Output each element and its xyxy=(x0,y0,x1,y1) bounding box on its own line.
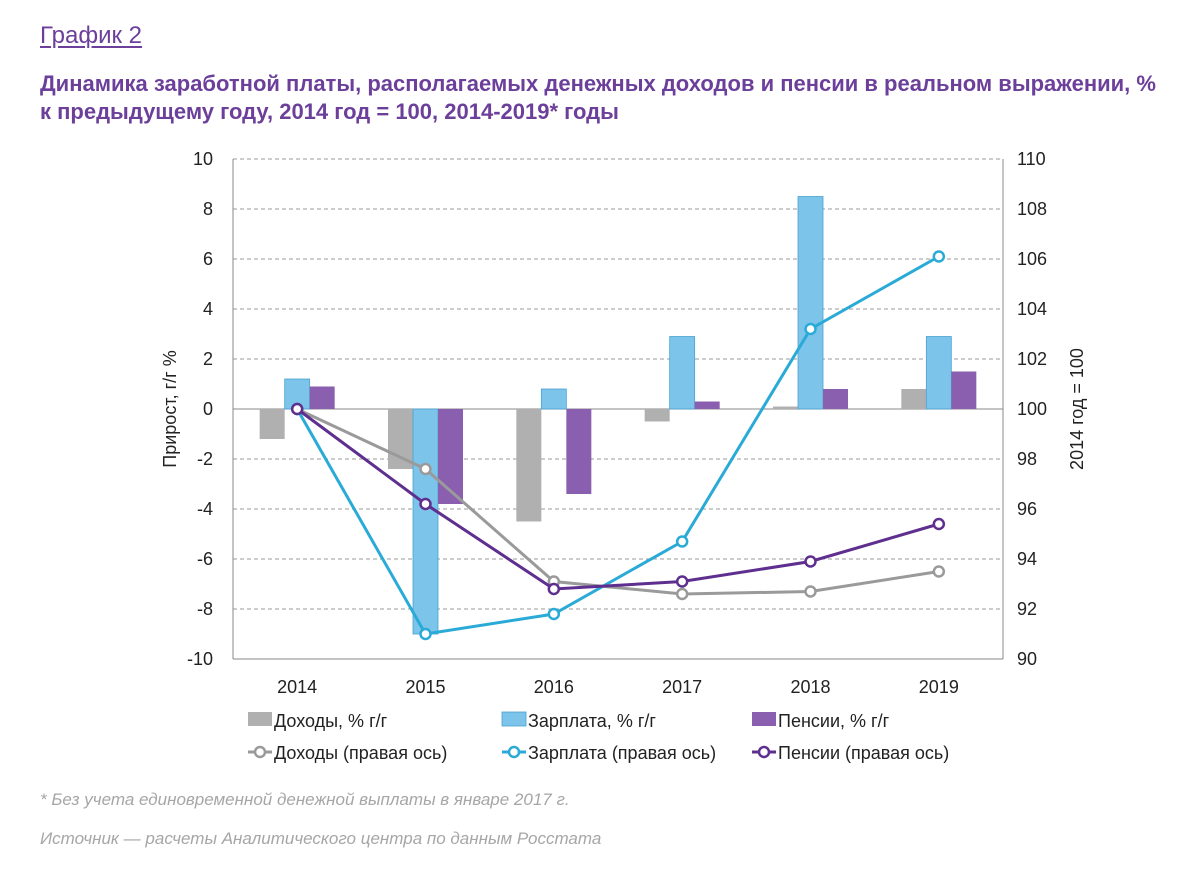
y2-tick-label: 90 xyxy=(1017,649,1037,669)
y-tick-label: -10 xyxy=(187,649,213,669)
y2-tick-label: 104 xyxy=(1017,299,1047,319)
legend-label-5: Зарплата (правая ось) xyxy=(528,743,716,763)
bar-3-2019 xyxy=(951,371,977,409)
bar-1-2017 xyxy=(644,409,670,422)
bar-1-2014 xyxy=(259,409,285,439)
x-tick-label: 2014 xyxy=(277,677,317,697)
bar-2-2015 xyxy=(412,408,439,635)
y-tick-label: -8 xyxy=(197,599,213,619)
y2-tick-label: 108 xyxy=(1017,199,1047,219)
bar-1-2018 xyxy=(773,406,798,409)
bar-2-2016 xyxy=(540,388,567,410)
legend-label-1: Доходы, % г/г xyxy=(274,711,388,731)
x-tick-label: 2016 xyxy=(534,677,574,697)
legend-marker-6 xyxy=(757,745,771,759)
bar-3-2017 xyxy=(694,401,720,409)
bar-2-2019 xyxy=(925,336,952,410)
y-axis-title: Прирост, г/г % xyxy=(160,350,180,467)
line-point-1-2019 xyxy=(932,565,946,578)
line-point-2-2017 xyxy=(675,535,689,548)
series-line-3 xyxy=(296,407,940,591)
combo-chart: 1086420-2-4-6-8-101101081061041021009896… xyxy=(160,149,1087,763)
bar-3-2018 xyxy=(823,389,848,409)
legend-swatch-1 xyxy=(248,712,272,726)
x-tick-label: 2018 xyxy=(790,677,830,697)
y2-tick-label: 94 xyxy=(1017,549,1037,569)
bar-2-2018 xyxy=(797,196,824,410)
line-point-1-2018 xyxy=(804,585,817,598)
line-point-3-2014 xyxy=(290,402,304,416)
line-point-2-2019 xyxy=(932,250,946,263)
bar-1-2019 xyxy=(901,389,927,409)
line-point-3-2016 xyxy=(547,582,561,596)
chart-label: График 2 xyxy=(40,22,143,49)
bar-1-2015 xyxy=(388,409,413,469)
legend-label-4: Доходы (правая ось) xyxy=(274,743,447,763)
y2-tick-label: 92 xyxy=(1017,599,1037,619)
line-point-3-2015 xyxy=(419,497,432,511)
y-tick-label: 8 xyxy=(203,199,213,219)
line-point-1-2017 xyxy=(675,587,689,601)
line-point-3-2017 xyxy=(675,575,689,588)
x-tick-label: 2019 xyxy=(919,677,959,697)
legend-swatch-2 xyxy=(501,711,527,727)
bar-3-2015 xyxy=(438,409,463,504)
y-tick-label: 6 xyxy=(203,249,213,269)
line-point-1-2015 xyxy=(419,462,432,476)
x-tick-label: 2017 xyxy=(662,677,702,697)
y-tick-label: -2 xyxy=(197,449,213,469)
footnote: * Без учета единовременной денежной выпл… xyxy=(40,790,570,809)
y2-tick-label: 100 xyxy=(1017,399,1047,419)
chart-title: Динамика заработной платы, располагаемых… xyxy=(40,71,1156,124)
x-tick-label: 2015 xyxy=(405,677,445,697)
y2-tick-label: 96 xyxy=(1017,499,1037,519)
y2-axis-title: 2014 год = 100 xyxy=(1067,348,1087,470)
legend-label-3: Пенсии, % г/г xyxy=(778,711,890,731)
legend-marker-5 xyxy=(507,745,521,759)
line-point-3-2019 xyxy=(932,517,946,531)
y2-tick-label: 102 xyxy=(1017,349,1047,369)
series-line-1 xyxy=(296,407,940,596)
y-tick-label: 10 xyxy=(193,149,213,169)
line-point-2-2015 xyxy=(419,627,432,641)
y-tick-label: -4 xyxy=(197,499,213,519)
y2-tick-label: 106 xyxy=(1017,249,1047,269)
legend-marker-4 xyxy=(253,745,267,759)
line-point-3-2018 xyxy=(804,555,817,568)
series-line-2 xyxy=(295,255,940,636)
line-point-2-2016 xyxy=(547,607,561,621)
y-tick-label: -6 xyxy=(197,549,213,569)
y-tick-label: 0 xyxy=(203,399,213,419)
bar-3-2014 xyxy=(309,386,335,409)
y-tick-label: 4 xyxy=(203,299,213,319)
y2-tick-label: 110 xyxy=(1017,149,1046,169)
source-note: Источник — расчеты Аналитического центра… xyxy=(40,829,602,848)
line-point-2-2018 xyxy=(804,322,817,336)
legend-label-6: Пенсии (правая ось) xyxy=(778,743,949,763)
bar-2-2017 xyxy=(669,336,696,410)
y2-tick-label: 98 xyxy=(1017,449,1037,469)
y-tick-label: 2 xyxy=(203,349,213,369)
bar-1-2016 xyxy=(516,409,542,522)
legend-label-2: Зарплата, % г/г xyxy=(528,711,656,731)
bar-3-2016 xyxy=(566,409,592,494)
legend-swatch-3 xyxy=(752,712,776,726)
